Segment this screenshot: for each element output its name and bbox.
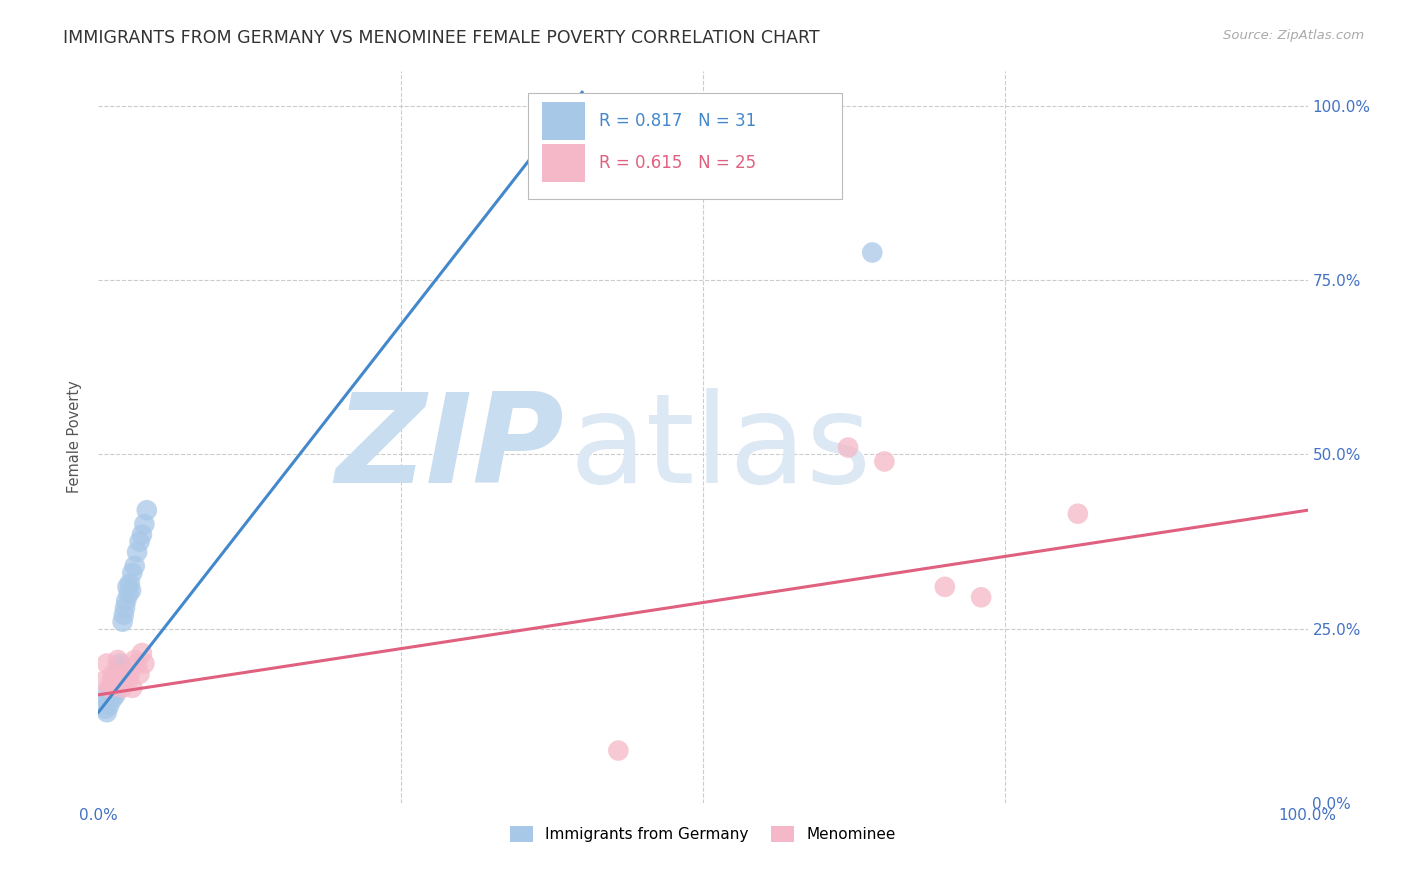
FancyBboxPatch shape: [543, 102, 585, 140]
Point: [118, 587, 141, 601]
Point: [128, 667, 150, 681]
Point: [114, 667, 136, 681]
Point: [118, 667, 141, 681]
Point: [108, 673, 131, 688]
Y-axis label: Female Poverty: Female Poverty: [67, 381, 83, 493]
Point: [104, 688, 127, 702]
Point: [98, 698, 121, 713]
Point: [107, 664, 129, 678]
Point: [135, 503, 157, 517]
Point: [124, 558, 146, 573]
Legend: Immigrants from Germany, Menominee: Immigrants from Germany, Menominee: [502, 819, 904, 850]
Point: [98, 681, 121, 695]
Point: [127, 657, 149, 671]
Text: R = 0.615   N = 25: R = 0.615 N = 25: [599, 153, 756, 172]
Point: [111, 615, 134, 629]
Point: [101, 691, 124, 706]
Point: [970, 591, 993, 605]
Point: [120, 583, 142, 598]
Point: [127, 545, 149, 559]
Point: [128, 534, 150, 549]
Point: [118, 576, 141, 591]
Point: [103, 677, 125, 691]
Point: [96, 657, 118, 671]
Point: [121, 566, 143, 580]
Point: [100, 688, 122, 702]
Point: [134, 517, 156, 532]
Point: [96, 705, 118, 719]
Text: ZIP: ZIP: [335, 387, 564, 508]
Point: [114, 600, 136, 615]
Point: [121, 681, 143, 695]
FancyBboxPatch shape: [527, 94, 842, 200]
Point: [108, 657, 131, 671]
Point: [131, 646, 153, 660]
Point: [873, 454, 896, 468]
Point: [124, 653, 146, 667]
Text: Source: ZipAtlas.com: Source: ZipAtlas.com: [1223, 29, 1364, 42]
Point: [837, 441, 859, 455]
Point: [94, 702, 117, 716]
Text: atlas: atlas: [569, 387, 872, 508]
Point: [134, 657, 156, 671]
Point: [101, 667, 124, 681]
Point: [860, 245, 883, 260]
Point: [93, 673, 115, 688]
Point: [107, 653, 129, 667]
Point: [110, 660, 132, 674]
FancyBboxPatch shape: [543, 144, 585, 182]
Point: [934, 580, 956, 594]
Point: [117, 580, 139, 594]
Text: IMMIGRANTS FROM GERMANY VS MENOMINEE FEMALE POVERTY CORRELATION CHART: IMMIGRANTS FROM GERMANY VS MENOMINEE FEM…: [63, 29, 820, 46]
Point: [97, 695, 120, 709]
Point: [117, 673, 139, 688]
Point: [100, 673, 122, 688]
Point: [105, 673, 128, 688]
Point: [607, 743, 630, 757]
Point: [100, 681, 122, 695]
Point: [111, 681, 134, 695]
Text: R = 0.817   N = 31: R = 0.817 N = 31: [599, 112, 756, 130]
Point: [105, 670, 128, 684]
Point: [1067, 507, 1090, 521]
Point: [108, 670, 131, 684]
Point: [103, 677, 125, 691]
Point: [93, 688, 115, 702]
Point: [115, 594, 138, 608]
Point: [112, 607, 135, 622]
Point: [131, 527, 153, 541]
